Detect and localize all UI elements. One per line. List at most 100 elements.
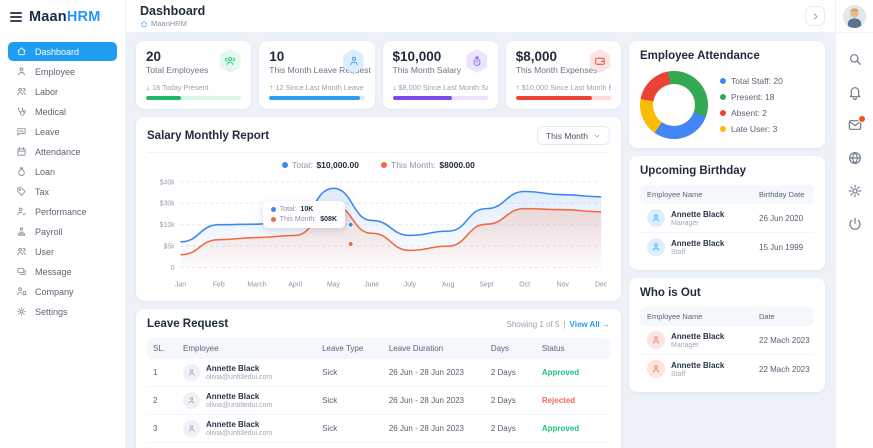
leave-duration: 26 Jun - 28 Jun 2023 — [388, 396, 464, 406]
trend-arrow-icon: ↓ — [146, 83, 150, 92]
main-area: Dashboard MaanHRM 20 — [126, 0, 835, 448]
legend-dot — [381, 162, 387, 168]
stat-label: Total Employees — [146, 65, 209, 75]
status-badge: Rejected — [541, 396, 576, 406]
sidebar-item-user[interactable]: User — [8, 242, 117, 261]
sidebar-item-payroll[interactable]: Payroll — [8, 222, 117, 241]
rail-button[interactable] — [847, 183, 863, 199]
topbar: Dashboard MaanHRM — [126, 0, 835, 33]
leave-table-header: SL. Employee Leave Type Leave Duration Days S… — [147, 338, 610, 360]
stat-trend: ↑ 12 Since Last Month Leave Request — [269, 83, 364, 92]
progress-track — [515, 96, 611, 100]
table-row[interactable]: 1 Annette Black olivia@untitledui.com Si… — [147, 359, 610, 388]
moneybag-icon — [471, 55, 483, 67]
table-row[interactable]: 4 Annette Black olivia@untitledui.com Si… — [147, 443, 610, 448]
person-icon — [651, 335, 661, 345]
view-all-link[interactable]: View All → — [569, 319, 610, 329]
table-row[interactable]: 3 Annette Black olivia@untitledui.com Si… — [147, 415, 610, 444]
sidebar-item-labor[interactable]: Labor — [8, 82, 117, 101]
birthday-table-body: Annette Black Manager 26 Jun 2020 — [640, 204, 814, 261]
sidebar-item-dashboard[interactable]: Dashboard — [8, 42, 117, 61]
svg-text:Oct: Oct — [519, 281, 530, 288]
house-icon — [16, 46, 27, 57]
column-header: Birthday Date — [759, 190, 805, 199]
user-avatar[interactable] — [843, 4, 866, 28]
leave-request-panel: Leave Request Showing 1 of 5 | View All … — [136, 309, 621, 448]
svg-text:$30k: $30k — [160, 201, 175, 208]
salary-report-title: Salary Monthly Report — [147, 129, 270, 142]
sidebar-item-tax[interactable]: Tax — [8, 182, 117, 201]
message-icon — [16, 266, 27, 277]
table-row[interactable]: 2 Annette Black olivia@untitledui.com Si… — [147, 387, 610, 416]
list-item[interactable]: Annette Black Staff 15 Jun 1999 — [640, 233, 814, 261]
employee-avatar — [183, 420, 200, 438]
sidebar-item-employee[interactable]: Employee — [8, 62, 117, 81]
employee-cell: Annette Black olivia@untitledui.com — [177, 415, 316, 442]
sidebar-item-message[interactable]: Message — [8, 262, 117, 281]
birthday-panel: Upcoming Birthday Employee Name Birthday … — [629, 156, 825, 270]
rail-button[interactable] — [847, 51, 863, 67]
employee-avatar — [183, 364, 200, 382]
list-item[interactable]: Annette Black Staff 22 Mach 2023 — [640, 355, 814, 383]
list-item[interactable]: Annette Black Manager 26 Jun 2020 — [640, 204, 814, 233]
people-icon — [16, 246, 27, 257]
rail-button[interactable] — [847, 115, 866, 133]
employee-avatar — [647, 209, 665, 227]
sidebar-item-label: User — [35, 246, 55, 257]
leave-type: Sick — [322, 396, 338, 406]
sidebar-item-performance[interactable]: Performance — [8, 202, 117, 221]
sidebar-item-leave[interactable]: Leave — [8, 122, 117, 141]
rail-button[interactable] — [847, 150, 863, 166]
sidebar-item-company[interactable]: Company — [8, 282, 117, 301]
rail-button[interactable] — [847, 84, 863, 100]
month-filter-dropdown[interactable]: This Month — [536, 126, 610, 145]
attendance-donut-chart[interactable] — [640, 71, 708, 139]
attendance-legend: Total Staff: 20 Present: 18 — [720, 76, 783, 134]
hamburger-menu-icon[interactable] — [10, 12, 22, 22]
column-header: Employee Name — [647, 190, 703, 199]
person-icon — [651, 242, 661, 252]
employee-name: Annette Black — [206, 420, 260, 430]
medical-icon — [16, 106, 27, 117]
sidebar-item-settings[interactable]: Settings — [8, 302, 117, 321]
legend-dot — [282, 162, 289, 168]
row-sl: 3 — [153, 424, 158, 434]
leave-table-body: 1 Annette Black olivia@untitledui.com Si… — [147, 359, 610, 448]
collapse-panel-button[interactable] — [805, 6, 825, 26]
row-sl: 2 — [153, 396, 158, 406]
trend-arrow-icon: ↓ — [392, 83, 397, 92]
home-icon — [140, 20, 148, 28]
legend-dot — [720, 126, 726, 132]
sidebar-item-label: Leave — [35, 126, 60, 137]
list-item[interactable]: Annette Black Manager 22 Mach 2023 — [640, 326, 814, 355]
progress-fill — [269, 96, 360, 100]
progress-fill — [392, 96, 452, 100]
sidebar-item-medical[interactable]: Medical — [8, 102, 117, 121]
legend-item: This Month: $8000.00 — [381, 160, 475, 170]
rail-button[interactable] — [847, 216, 863, 232]
sidebar-item-label: Payroll — [35, 226, 63, 237]
salary-chart[interactable]: $40k $30k $10k $5k 0 Jan Feb March April May June J… — [147, 172, 610, 292]
tooltip-row: Total: 10K — [270, 206, 337, 213]
calendar-icon — [16, 146, 27, 157]
payroll-icon — [16, 226, 27, 237]
column-header: Status — [541, 344, 565, 354]
employee-name: Annette Black — [671, 331, 725, 341]
employee-email: olivia@untitledui.com — [206, 401, 273, 409]
stat-card: $8,000 This Month Expenses ↑ $10,000 Sin… — [505, 41, 621, 109]
employee-role: Staff — [671, 248, 686, 256]
sidebar-item-loan[interactable]: Loan — [8, 162, 117, 181]
progress-track — [269, 96, 365, 100]
employee-avatar — [647, 331, 665, 349]
attendance-panel: Employee Attendance Total Staff: 20 — [629, 41, 825, 148]
sidebar-item-attendance[interactable]: Attendance — [8, 142, 117, 161]
sidebar-menu: Dashboard Employee Labor Medical — [0, 35, 125, 328]
stat-value: $10,000 — [392, 49, 442, 64]
right-icon-rail — [835, 0, 873, 448]
sidebar-item-label: Labor — [35, 86, 59, 97]
team-icon — [224, 55, 236, 67]
birthday-date: 15 Jun 1999 — [759, 242, 804, 252]
sidebar-item-label: Attendance — [35, 146, 81, 157]
leave-type: Sick — [322, 368, 338, 378]
